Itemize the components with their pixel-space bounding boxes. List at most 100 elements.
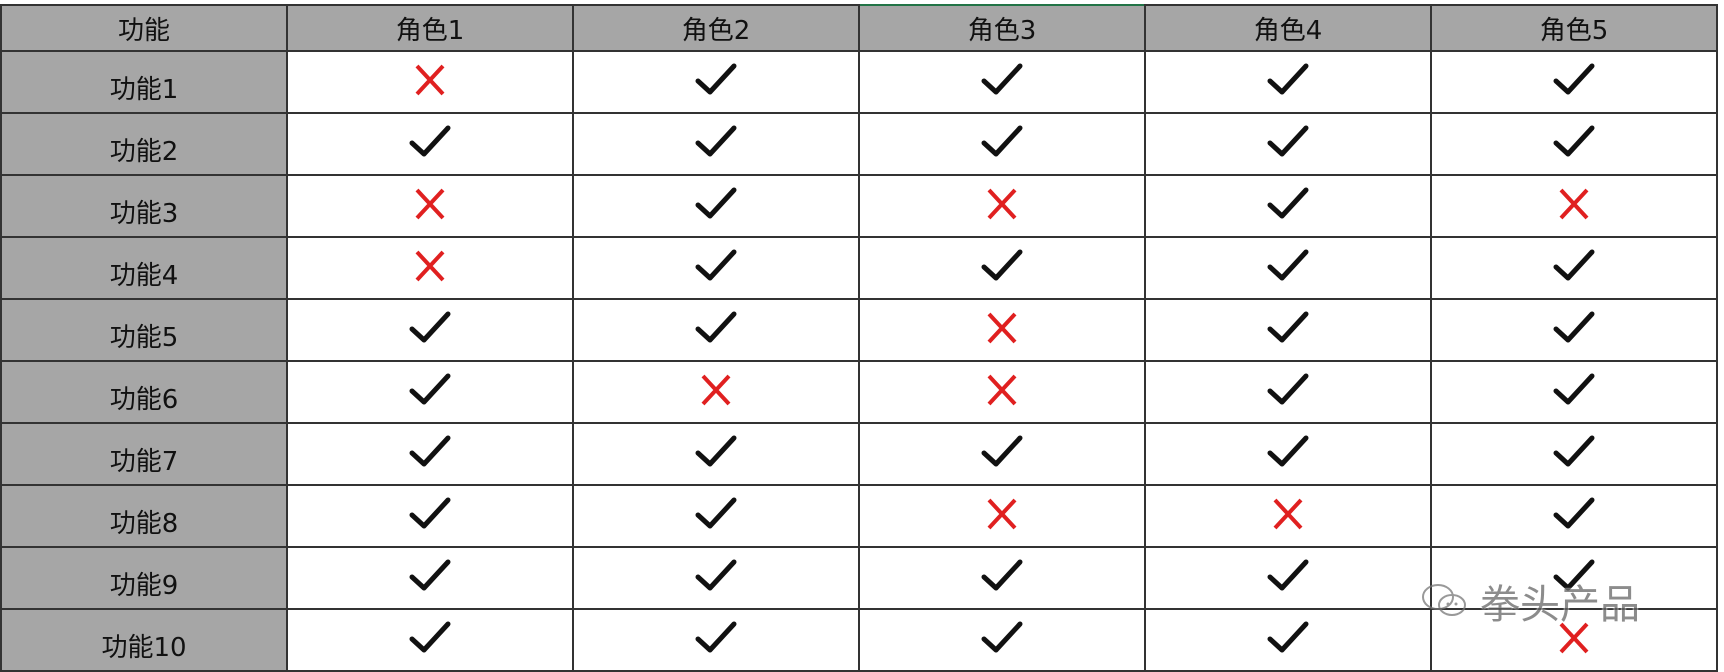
cross-icon	[987, 312, 1017, 344]
permission-cell	[286, 422, 574, 486]
cross-icon	[987, 188, 1017, 220]
row-label: 功能7	[0, 422, 288, 486]
cross-icon	[1559, 622, 1589, 654]
watermark-text: 拳头产品	[1480, 582, 1640, 628]
permission-cell	[1430, 608, 1718, 672]
checkmark-icon	[695, 249, 737, 281]
row-label: 功能10	[0, 608, 288, 672]
permission-cell	[858, 608, 1146, 672]
permission-cell	[1144, 484, 1432, 548]
permission-cell	[1430, 174, 1718, 238]
cross-icon	[415, 64, 445, 96]
permission-cell	[572, 360, 860, 424]
permission-cell	[572, 112, 860, 176]
checkmark-icon	[695, 497, 737, 529]
checkmark-icon	[409, 435, 451, 467]
permission-cell	[286, 546, 574, 610]
checkmark-icon	[409, 125, 451, 157]
row-label: 功能1	[0, 50, 288, 114]
table-row: 功能9	[0, 546, 1718, 610]
permission-cell	[1144, 112, 1432, 176]
permission-cell	[572, 50, 860, 114]
cross-icon	[987, 374, 1017, 406]
checkmark-icon	[409, 559, 451, 591]
permission-cell	[858, 298, 1146, 362]
table-row: 功能5	[0, 298, 1718, 362]
checkmark-icon	[981, 621, 1023, 653]
checkmark-icon	[409, 311, 451, 343]
column-header: 角色5	[1430, 4, 1718, 52]
checkmark-icon	[1267, 125, 1309, 157]
permission-cell	[858, 484, 1146, 548]
checkmark-icon	[409, 497, 451, 529]
checkmark-icon	[695, 63, 737, 95]
permission-cell	[286, 484, 574, 548]
row-label: 功能3	[0, 174, 288, 238]
checkmark-icon	[1267, 435, 1309, 467]
row-label: 功能4	[0, 236, 288, 300]
permission-cell	[286, 608, 574, 672]
cross-icon	[1273, 498, 1303, 530]
permission-cell	[286, 174, 574, 238]
checkmark-icon	[1267, 249, 1309, 281]
cross-icon	[1559, 188, 1589, 220]
table-row: 功能10	[0, 608, 1718, 672]
permission-cell	[572, 174, 860, 238]
cross-icon	[987, 498, 1017, 530]
checkmark-icon	[409, 373, 451, 405]
checkmark-icon	[1267, 559, 1309, 591]
permission-cell	[286, 298, 574, 362]
table-row: 功能3	[0, 174, 1718, 238]
checkmark-icon	[981, 125, 1023, 157]
checkmark-icon	[1553, 63, 1595, 95]
table-row: 功能7	[0, 422, 1718, 486]
permission-table: 功能 角色1 角色2 角色3 角色4 角色5 功能1 功能2 功能3 功能4 功能5 功能6 功能7 功…	[0, 4, 1718, 672]
permission-cell	[858, 236, 1146, 300]
permission-cell	[1144, 298, 1432, 362]
table-row: 功能4	[0, 236, 1718, 300]
checkmark-icon	[1267, 63, 1309, 95]
row-label: 功能5	[0, 298, 288, 362]
row-label: 功能8	[0, 484, 288, 548]
table-row: 功能1	[0, 50, 1718, 114]
checkmark-icon	[695, 621, 737, 653]
permission-cell	[858, 50, 1146, 114]
checkmark-icon	[981, 435, 1023, 467]
permission-cell	[1144, 546, 1432, 610]
checkmark-icon	[695, 125, 737, 157]
permission-cell	[1144, 50, 1432, 114]
wechat-icon	[1422, 584, 1466, 616]
permission-cell	[1430, 50, 1718, 114]
checkmark-icon	[981, 249, 1023, 281]
permission-cell	[1430, 298, 1718, 362]
column-header: 角色2	[572, 4, 860, 52]
permission-cell	[572, 298, 860, 362]
permission-cell	[572, 546, 860, 610]
checkmark-icon	[981, 63, 1023, 95]
checkmark-icon	[1267, 187, 1309, 219]
permission-cell	[858, 360, 1146, 424]
checkmark-icon	[1553, 311, 1595, 343]
checkmark-icon	[1553, 373, 1595, 405]
permission-cell	[858, 422, 1146, 486]
permission-cell	[858, 546, 1146, 610]
permission-cell	[1430, 112, 1718, 176]
permission-cell	[1144, 360, 1432, 424]
permission-cell	[1144, 174, 1432, 238]
column-header: 角色3	[858, 4, 1146, 52]
permission-cell	[1430, 546, 1718, 610]
checkmark-icon	[695, 559, 737, 591]
table-row: 功能2	[0, 112, 1718, 176]
permission-cell	[1430, 236, 1718, 300]
permission-cell	[1144, 236, 1432, 300]
checkmark-icon	[695, 435, 737, 467]
column-header: 功能	[0, 4, 288, 52]
permission-cell	[572, 484, 860, 548]
checkmark-icon	[1553, 125, 1595, 157]
checkmark-icon	[1553, 559, 1595, 591]
permission-cell	[572, 608, 860, 672]
cross-icon	[415, 250, 445, 282]
permission-cell	[1430, 484, 1718, 548]
cross-icon	[415, 188, 445, 220]
table-row: 功能6	[0, 360, 1718, 424]
